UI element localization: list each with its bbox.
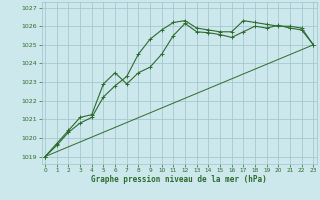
X-axis label: Graphe pression niveau de la mer (hPa): Graphe pression niveau de la mer (hPa) [91,175,267,184]
